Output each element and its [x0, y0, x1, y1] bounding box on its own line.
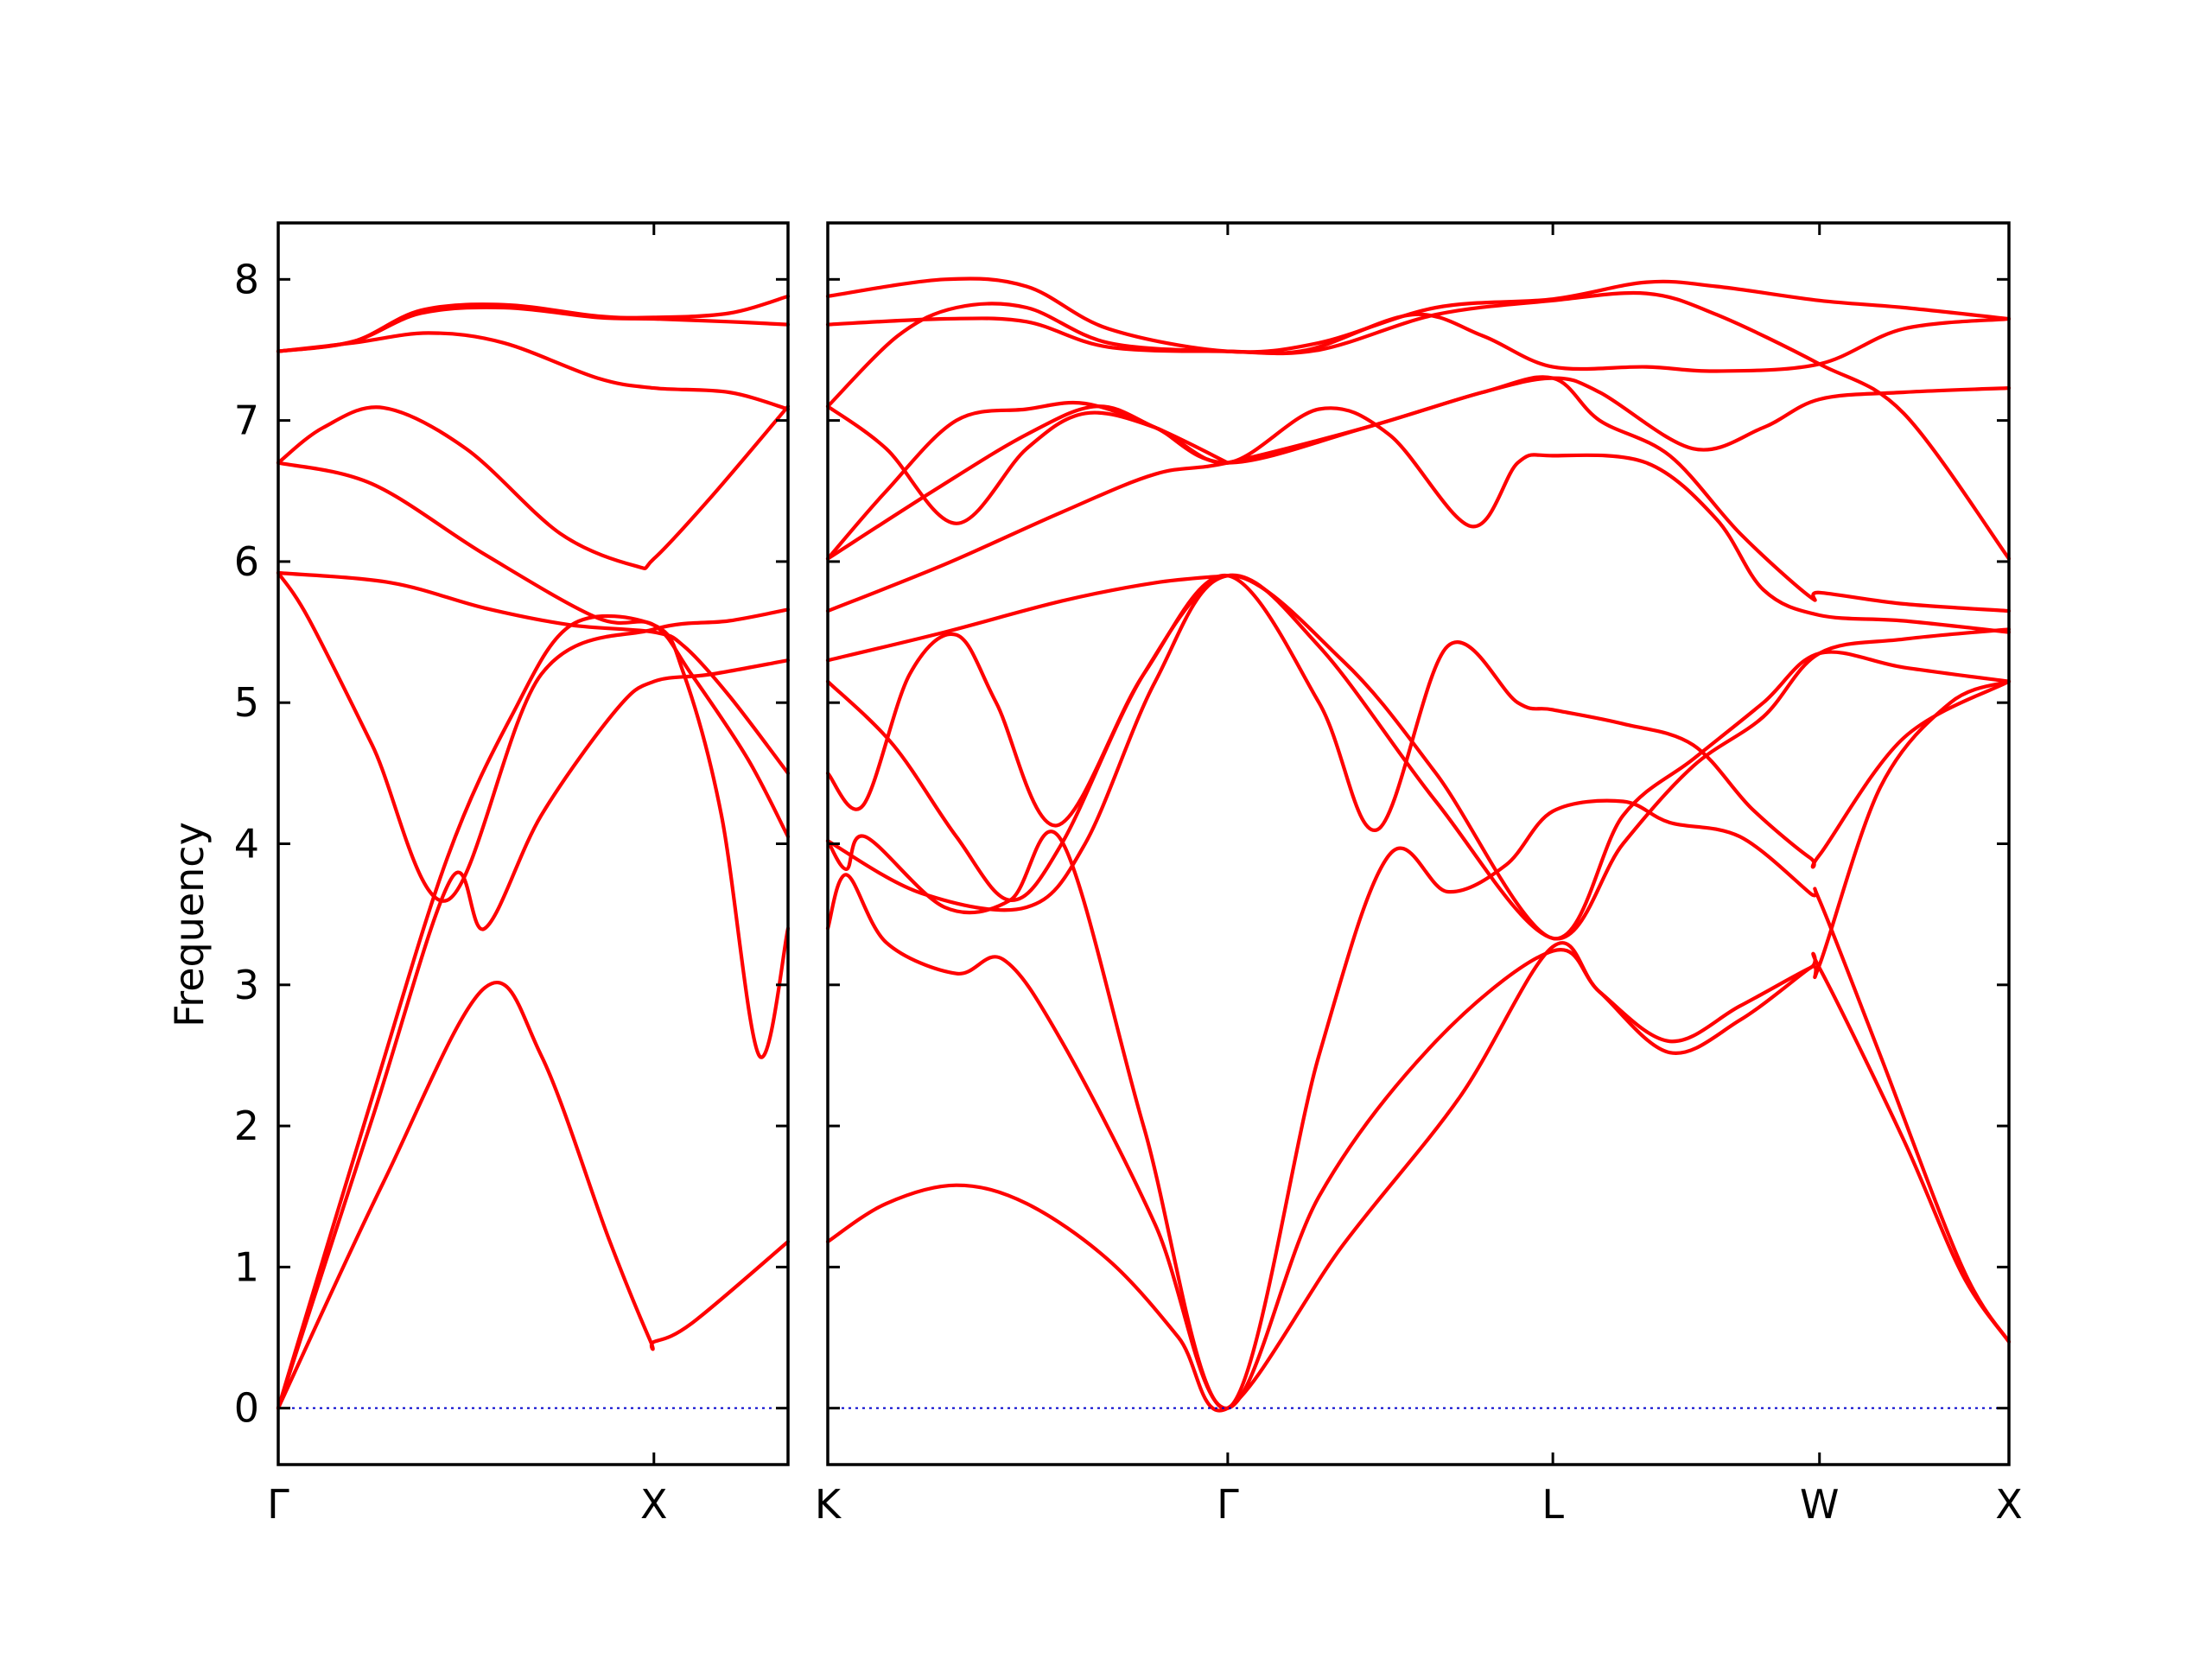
left-band-8 — [276, 331, 791, 411]
frame-right — [826, 221, 2011, 1466]
right-band-14 — [825, 276, 2012, 354]
ytick-label: 8 — [234, 256, 259, 302]
right-band-2 — [825, 679, 2012, 1410]
ytick-label: 6 — [234, 538, 259, 585]
left-band-4 — [276, 613, 791, 1410]
left-band-5 — [276, 570, 791, 775]
left-band-6 — [276, 461, 791, 839]
ytick-label: 3 — [234, 962, 259, 1008]
left-band-10 — [276, 294, 791, 353]
right-band-4 — [825, 574, 2012, 869]
right-band-5 — [825, 573, 2012, 941]
right-band-6 — [825, 574, 2012, 941]
xtick-label-left-1: X — [640, 1481, 668, 1528]
bands-right — [825, 276, 2012, 1413]
xtick-label-left-0: Γ — [267, 1481, 289, 1528]
right-band-10 — [825, 404, 2012, 634]
frame-left — [276, 221, 790, 1466]
right-band-11 — [825, 400, 1230, 561]
right-band-3 — [825, 798, 2012, 1411]
xtick-label-right-4: X — [1995, 1481, 2023, 1528]
y-axis-label: Frequency — [166, 822, 213, 1027]
xtick-label-right-1: Γ — [1217, 1481, 1239, 1528]
right-band-12 — [825, 290, 2012, 561]
right-band-13 — [825, 312, 2012, 373]
right-band-7 — [825, 574, 1230, 663]
y-tick-labels: 0 1 2 3 4 5 6 7 8 — [234, 256, 259, 1431]
left-band-2 — [276, 658, 791, 1410]
ytick-label: 1 — [234, 1243, 259, 1290]
bands-left — [276, 294, 791, 1410]
left-band-7 — [276, 404, 791, 570]
right-band-9 — [825, 375, 2012, 613]
ytick-label: 7 — [234, 397, 259, 444]
left-band-3 — [276, 570, 791, 903]
y-ticks-right — [828, 277, 2009, 1410]
xtick-label-right-0: K — [815, 1481, 842, 1528]
xtick-label-right-3: W — [1800, 1481, 1839, 1528]
right-band-1 — [825, 941, 2012, 1413]
left-band-1 — [276, 980, 791, 1410]
ytick-label: 4 — [234, 821, 259, 868]
ytick-label: 5 — [234, 679, 259, 726]
ytick-label: 2 — [234, 1103, 259, 1149]
xtick-label-right-2: L — [1541, 1481, 1564, 1528]
y-ticks-left — [278, 277, 788, 1410]
ytick-label: 0 — [234, 1385, 259, 1432]
